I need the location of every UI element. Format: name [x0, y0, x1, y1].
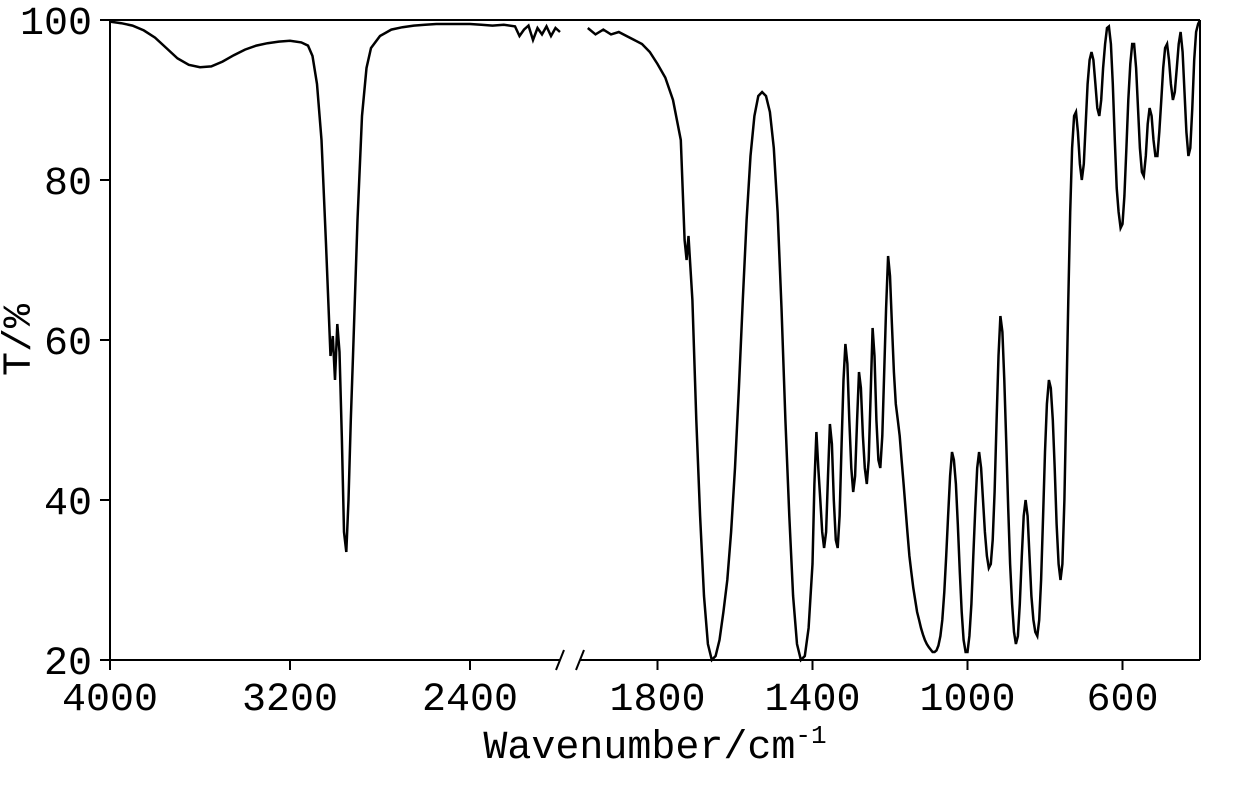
x-tick-label: 1400: [764, 678, 860, 723]
x-tick-label: 600: [1086, 678, 1158, 723]
y-tick-label: 60: [44, 322, 92, 367]
chart-svg: 20406080100T/%40003200240018001400100060…: [0, 0, 1240, 786]
y-tick-label: 40: [44, 482, 92, 527]
ir-spectrum-chart: 20406080100T/%40003200240018001400100060…: [0, 0, 1240, 786]
y-tick-label: 100: [20, 2, 92, 47]
x-tick-label: 4000: [62, 678, 158, 723]
x-tick-label: 2400: [422, 678, 518, 723]
x-axis-label: Wavenumber/cm-1: [483, 721, 826, 771]
x-tick-label: 3200: [242, 678, 338, 723]
x-tick-label: 1000: [919, 678, 1015, 723]
spectrum-line: [588, 20, 1200, 660]
spectrum-line: [110, 22, 560, 552]
y-axis-label: T/%: [0, 303, 43, 376]
x-tick-label: 1800: [609, 678, 705, 723]
y-tick-label: 80: [44, 162, 92, 207]
